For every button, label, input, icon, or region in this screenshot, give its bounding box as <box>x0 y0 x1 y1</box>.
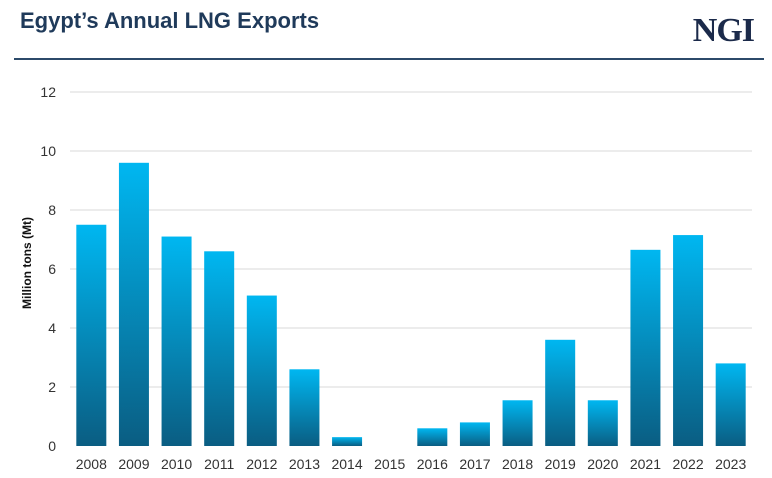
bar-2022 <box>673 235 704 446</box>
y-tick-label: 6 <box>48 261 56 277</box>
bar-2018 <box>502 400 533 446</box>
x-tick-label: 2018 <box>502 456 533 472</box>
ngi-logo: NGI <box>692 12 755 49</box>
x-tick-label: 2017 <box>459 456 490 472</box>
bar-2017 <box>459 422 490 446</box>
x-tick-label: 2011 <box>204 456 234 472</box>
bar-2016 <box>417 428 448 446</box>
x-tick-label: 2023 <box>715 456 746 472</box>
x-tick-label: 2012 <box>246 456 277 472</box>
bar-2021 <box>630 249 661 446</box>
bar-2023 <box>715 363 746 446</box>
bar-2010 <box>161 236 192 446</box>
chart-title: Egypt’s Annual LNG Exports <box>20 8 320 33</box>
bar-2014 <box>332 437 363 446</box>
header-divider <box>14 58 764 60</box>
bar-2012 <box>246 295 277 446</box>
x-tick-label: 2013 <box>289 456 320 472</box>
bar-2011 <box>204 251 235 446</box>
x-tick-label: 2015 <box>374 456 405 472</box>
y-tick-label: 8 <box>48 202 56 218</box>
x-tick-label: 2020 <box>587 456 618 472</box>
bar-2019 <box>545 339 576 446</box>
chart-header: Egypt’s Annual LNG Exports NGI <box>0 0 772 62</box>
y-tick-label: 0 <box>48 438 56 454</box>
x-tick-label: 2009 <box>118 456 149 472</box>
x-axis-ticks: 2008 2009 2010 2011 2012 2013 2014 2015 2016 2017… <box>76 456 747 472</box>
y-axis-label: Million tons (Mt) <box>20 217 34 309</box>
x-tick-label: 2010 <box>161 456 192 472</box>
bar-2009 <box>118 162 149 447</box>
x-tick-label: 2022 <box>672 456 703 472</box>
y-tick-label: 2 <box>48 379 56 395</box>
y-tick-label: 4 <box>48 320 56 336</box>
x-tick-label: 2008 <box>76 456 107 472</box>
y-tick-label: 10 <box>40 143 56 159</box>
y-axis-ticks: 0 2 4 6 8 10 12 <box>40 84 56 454</box>
x-tick-label: 2014 <box>331 456 362 472</box>
bar-2020 <box>587 400 618 446</box>
y-tick-label: 12 <box>40 84 56 100</box>
x-tick-label: 2021 <box>630 456 661 472</box>
x-tick-label: 2016 <box>417 456 448 472</box>
bars <box>76 162 746 447</box>
x-tick-label: 2019 <box>545 456 576 472</box>
bar-2008 <box>76 224 107 446</box>
bar-2013 <box>289 369 320 446</box>
